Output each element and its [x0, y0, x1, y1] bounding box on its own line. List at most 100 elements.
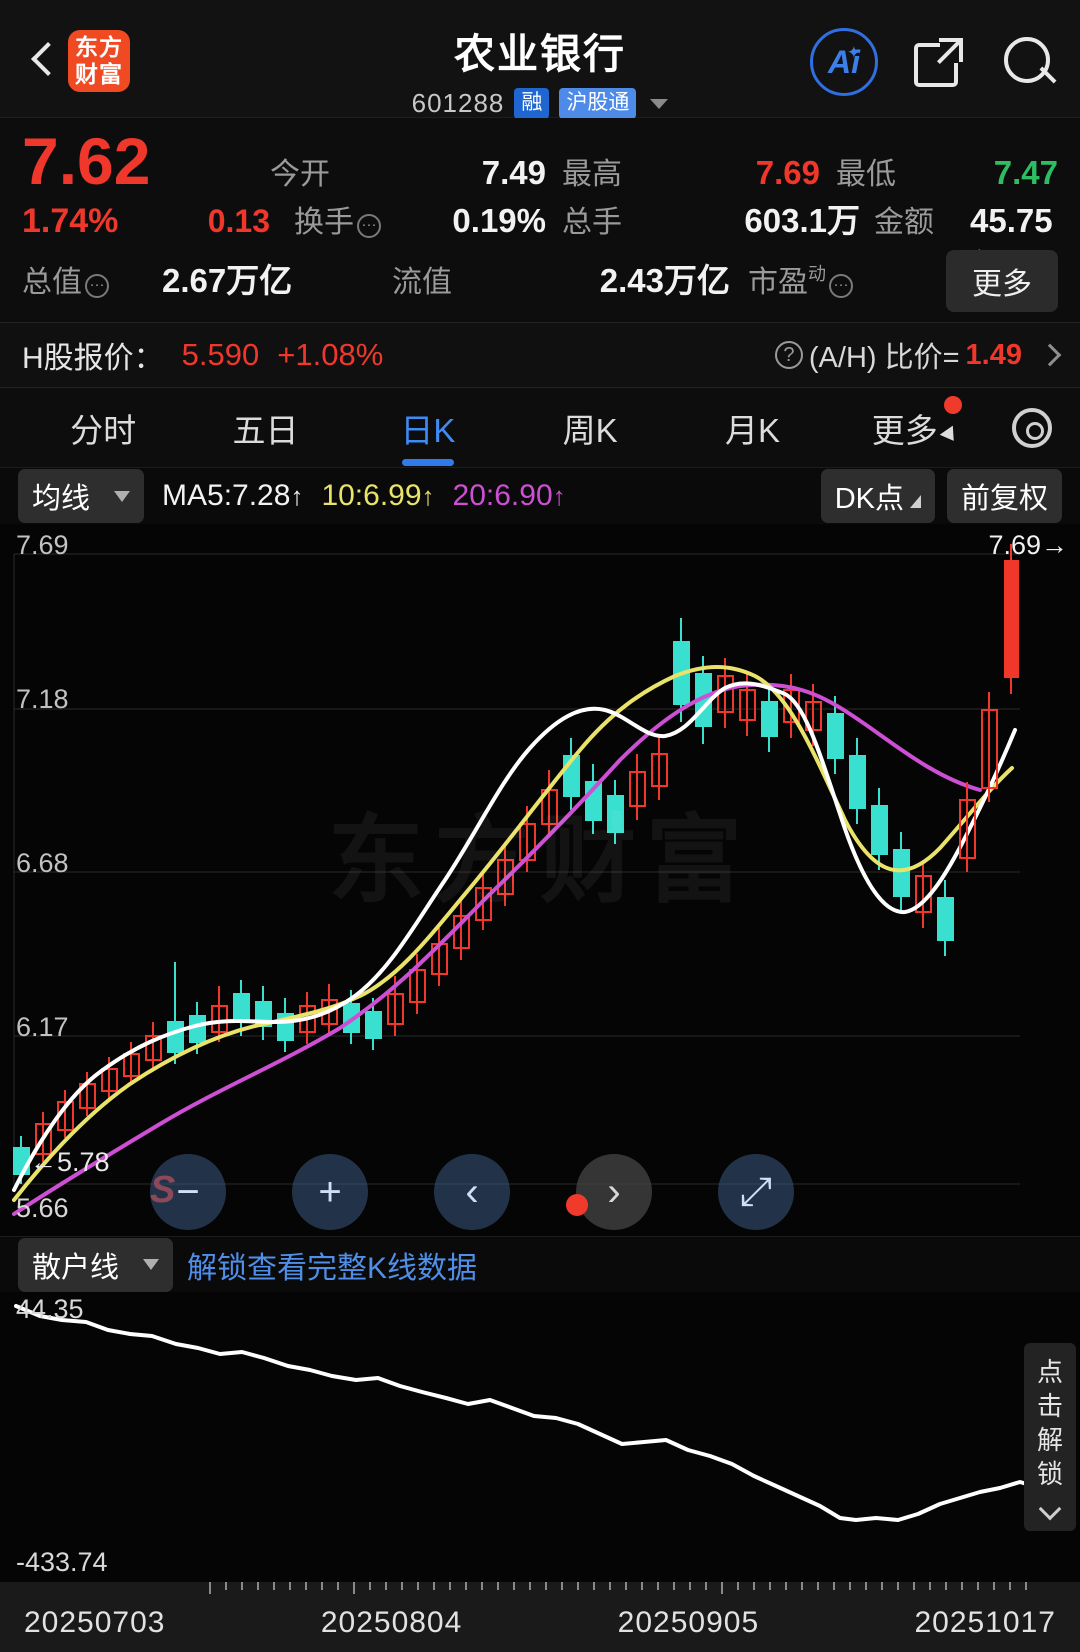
margin-trading-tag: 融 [514, 88, 550, 119]
vertical-unlock-button[interactable]: 点 击 解 锁 [1024, 1343, 1076, 1531]
pan-left-button[interactable]: ‹ [434, 1154, 510, 1230]
sub-indicator-label: 散户线 [32, 1251, 120, 1284]
help-icon[interactable]: ? [774, 341, 803, 369]
adjust-type-button[interactable]: 前复权 [946, 469, 1062, 523]
high-label: 最高 [562, 158, 622, 191]
ma-row-actions: DK点 前复权 [820, 469, 1062, 523]
share-icon[interactable] [910, 33, 968, 91]
floatcap-label: 流值 [392, 266, 452, 299]
info-dots-icon[interactable]: ··· [85, 274, 109, 298]
fullscreen-button[interactable]: ⤢ [718, 1154, 794, 1230]
ma-selector[interactable]: 均线 [18, 469, 145, 523]
ma-indicator-row: 均线 MA5:7.28↑ 10:6.99↑ 20:6.90↑ DK点 前复权 [0, 468, 1080, 524]
quote-panel: 7.62 今开 7.49 最高 7.69 最低 7.47 1.74% 0.13 [0, 118, 1080, 322]
ma-selector-label: 均线 [32, 483, 91, 515]
pan-right-button[interactable]: › [566, 1154, 652, 1230]
dk-point-button[interactable]: DK点 [820, 469, 935, 523]
notification-dot [943, 395, 962, 414]
date-label-3: 20250905 [617, 1606, 760, 1639]
ma5-value: MA5:7.28↑ [162, 479, 304, 512]
sub-chart-min-value: -433.74 [16, 1547, 108, 1577]
sparkle-icon: ✦ [846, 43, 861, 62]
chart-period-tabs: 分时 五日 日K 周K 月K 更多 [0, 388, 1080, 468]
brand-line-2: 财富 [75, 61, 123, 87]
chevron-down-icon[interactable] [650, 98, 669, 109]
tab-fenshi[interactable]: 分时 [70, 411, 137, 449]
search-icon[interactable] [1000, 33, 1058, 91]
quote-row-1: 7.62 今开 7.49 最高 7.69 最低 7.47 [22, 128, 1058, 194]
sub-indicator-selector[interactable]: 散户线 [18, 1237, 174, 1292]
chevron-right-icon[interactable] [1038, 343, 1062, 367]
k-line-chart[interactable]: 东方财富 [0, 524, 1080, 1236]
page-title: 农业银行 [454, 31, 626, 77]
h-share-quote-bar[interactable]: H股报价： 5.590 +1.08% ? (A/H) 比价= 1.49 [0, 322, 1080, 388]
floatcap-value: 2.43万亿 [599, 262, 730, 299]
chevron-down-icon [143, 1259, 160, 1270]
ah-ratio-value: 1.49 [965, 338, 1022, 371]
date-axis-labels: 20250703 20250804 20250905 20251017 [0, 1606, 1080, 1640]
y-axis-label-top: 7.69 [16, 530, 69, 560]
h-share-label: H股报价： [22, 342, 164, 375]
tab-more-label: 更多 [871, 411, 938, 449]
sub-chart-max-value: 44.35 [16, 1294, 84, 1324]
high-value: 7.69 [755, 154, 820, 191]
date-label-4: 20251017 [914, 1606, 1056, 1639]
left-price-marker: ←5.78 [30, 1147, 110, 1177]
vertical-unlock-char-2: 击 [1036, 1391, 1063, 1421]
stock-connect-tag: 沪股通 [559, 88, 637, 119]
tab-yuek[interactable]: 月K [724, 411, 780, 449]
date-axis: 20250703 20250804 20250905 20251017 [0, 1582, 1080, 1652]
current-price-marker: 7.69→ [988, 530, 1068, 560]
y-axis-label-4: 6.17 [16, 1012, 69, 1042]
turnover-value: 0.19% [452, 202, 546, 239]
gear-icon[interactable] [1006, 402, 1058, 454]
low-value: 7.47 [993, 154, 1058, 191]
vertical-unlock-char-3: 解 [1036, 1425, 1063, 1455]
ah-ratio-group: ? (A/H) 比价= 1.49 [774, 334, 1062, 376]
tab-more[interactable]: 更多 [834, 395, 996, 452]
notification-dot [566, 1194, 588, 1216]
watermark: 东方财富 [328, 807, 752, 915]
chevron-down-icon [114, 490, 131, 502]
eastmoney-logo[interactable]: 东方 财富 [68, 30, 130, 92]
tab-zhouk[interactable]: 周K [562, 411, 618, 449]
more-button[interactable]: 更多 [946, 250, 1058, 312]
y-axis-label-bottom: 5.66 [16, 1193, 69, 1223]
ai-assistant-button[interactable]: Ai ✦ [810, 28, 878, 96]
h-share-price: 5.590 [181, 337, 260, 372]
y-axis-label-3: 6.68 [16, 848, 69, 878]
y-axis-label-2: 7.18 [16, 684, 69, 714]
quote-row-2: 1.74% 0.13 换手 ··· 0.19% 总手 603.1万 金额 45.… [22, 194, 1058, 285]
change-abs: 0.13 [207, 203, 270, 239]
tab-rik[interactable]: 日K [347, 404, 509, 452]
quote-row-3: 总值 ··· 2.67万亿 流值 2.43万亿 市盈 动 ··· 9.56 更多 [22, 250, 1058, 314]
unlock-full-data-link[interactable]: 解锁查看完整K线数据 [187, 1251, 478, 1285]
zoom-out-button[interactable]: − [150, 1154, 226, 1230]
stock-code: 601288 [411, 88, 505, 118]
retail-line-svg [14, 1304, 1072, 1522]
retail-line-chart[interactable]: 44.35 -433.74 点 击 解 锁 [0, 1292, 1080, 1582]
ah-ratio-prefix: (A/H) 比价= [808, 342, 960, 374]
info-dots-icon[interactable]: ··· [829, 274, 853, 298]
brand-line-1: 东方 [75, 34, 123, 60]
low-label: 最低 [836, 158, 896, 191]
h-share-change: +1.08% [277, 337, 384, 372]
k-line-svg [12, 544, 1020, 1216]
chart-control-buttons: − + ‹ › ⤢ [0, 1154, 1080, 1230]
mktcap-label: 总值 [22, 266, 82, 299]
zoom-in-button[interactable]: + [292, 1154, 368, 1230]
open-label: 今开 [270, 158, 330, 191]
date-tick-marks [209, 1582, 1027, 1594]
app-header: 东方 财富 农业银行 601288 融 沪股通 Ai ✦ [0, 0, 1080, 119]
vertical-unlock-char-1: 点 [1036, 1357, 1063, 1387]
pe-label: 市盈 [748, 266, 808, 299]
ma10-value: 10:6.99↑ [321, 479, 435, 512]
sub-indicator-header: 散户线 解锁查看完整K线数据 [0, 1236, 1080, 1292]
info-dots-icon[interactable]: ··· [357, 214, 381, 238]
change-pct: 1.74% [22, 202, 119, 240]
last-price: 7.62 [22, 124, 151, 198]
date-label-2: 20250804 [320, 1606, 463, 1639]
title-block: 农业银行 601288 融 沪股通 [0, 20, 1080, 119]
tab-wuri[interactable]: 五日 [232, 411, 299, 449]
